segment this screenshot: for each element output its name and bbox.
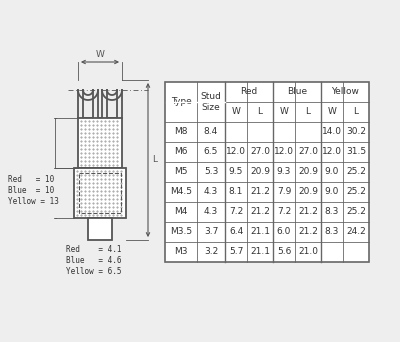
Text: Type: Type <box>171 97 191 106</box>
Text: 20.9: 20.9 <box>298 168 318 176</box>
Text: 6.0: 6.0 <box>277 227 291 237</box>
Text: 9.3: 9.3 <box>277 168 291 176</box>
Bar <box>165 82 369 262</box>
Text: 3.2: 3.2 <box>204 248 218 256</box>
Text: W: W <box>328 107 336 117</box>
Text: 30.2: 30.2 <box>346 128 366 136</box>
Text: 24.2: 24.2 <box>346 227 366 237</box>
Text: 7.2: 7.2 <box>229 208 243 216</box>
Text: 8.3: 8.3 <box>325 227 339 237</box>
Text: 21.2: 21.2 <box>298 208 318 216</box>
Text: 6.5: 6.5 <box>204 147 218 157</box>
Text: 8.1: 8.1 <box>229 187 243 197</box>
Text: 8.3: 8.3 <box>325 208 339 216</box>
Text: 9.0: 9.0 <box>325 168 339 176</box>
Text: M3: M3 <box>174 248 188 256</box>
Text: Red    = 4.1: Red = 4.1 <box>66 245 122 254</box>
Text: Yellow: Yellow <box>331 88 359 96</box>
Bar <box>78 118 122 168</box>
Text: W: W <box>232 107 240 117</box>
Text: 5.3: 5.3 <box>204 168 218 176</box>
Text: 20.9: 20.9 <box>250 168 270 176</box>
Text: Yellow = 6.5: Yellow = 6.5 <box>66 267 122 276</box>
Text: Yellow = 13: Yellow = 13 <box>8 197 59 206</box>
Text: 27.0: 27.0 <box>298 147 318 157</box>
Text: M4: M4 <box>174 208 188 216</box>
Text: Blue   = 4.6: Blue = 4.6 <box>66 256 122 265</box>
Bar <box>88 218 112 240</box>
Text: Red   = 10: Red = 10 <box>8 175 54 184</box>
Text: W: W <box>96 50 104 59</box>
Text: L: L <box>306 107 310 117</box>
Text: 9.0: 9.0 <box>325 187 339 197</box>
Text: 5.6: 5.6 <box>277 248 291 256</box>
Text: 21.2: 21.2 <box>250 208 270 216</box>
Text: Blue: Blue <box>287 88 307 96</box>
Text: 8.4: 8.4 <box>204 128 218 136</box>
Text: 21.0: 21.0 <box>298 248 318 256</box>
Text: M8: M8 <box>174 128 188 136</box>
Text: 9.5: 9.5 <box>229 168 243 176</box>
Text: M3.5: M3.5 <box>170 227 192 237</box>
Text: 25.2: 25.2 <box>346 168 366 176</box>
Text: 12.0: 12.0 <box>322 147 342 157</box>
Text: 31.5: 31.5 <box>346 147 366 157</box>
Text: 20.9: 20.9 <box>298 187 318 197</box>
Text: 4.3: 4.3 <box>204 187 218 197</box>
Text: 21.2: 21.2 <box>250 187 270 197</box>
Text: Red: Red <box>240 88 258 96</box>
Text: 12.0: 12.0 <box>274 147 294 157</box>
Text: 27.0: 27.0 <box>250 147 270 157</box>
Text: 21.1: 21.1 <box>250 227 270 237</box>
Text: 25.2: 25.2 <box>346 187 366 197</box>
Text: 25.2: 25.2 <box>346 208 366 216</box>
Text: Blue  = 10: Blue = 10 <box>8 186 54 195</box>
Text: 3.7: 3.7 <box>204 227 218 237</box>
Text: M4.5: M4.5 <box>170 187 192 197</box>
Text: W: W <box>280 107 288 117</box>
Text: 7.2: 7.2 <box>277 208 291 216</box>
Text: 21.2: 21.2 <box>298 227 318 237</box>
Text: 5.7: 5.7 <box>229 248 243 256</box>
Text: 4.3: 4.3 <box>204 208 218 216</box>
Text: M6: M6 <box>174 147 188 157</box>
Bar <box>79 173 121 213</box>
Text: L: L <box>258 107 262 117</box>
Text: 14.0: 14.0 <box>322 128 342 136</box>
Text: Stud
Size: Stud Size <box>200 92 222 112</box>
Bar <box>74 168 126 218</box>
Text: M5: M5 <box>174 168 188 176</box>
Text: 6.4: 6.4 <box>229 227 243 237</box>
Text: L: L <box>152 156 157 165</box>
Text: L: L <box>354 107 358 117</box>
Text: 12.0: 12.0 <box>226 147 246 157</box>
Text: 7.9: 7.9 <box>277 187 291 197</box>
Text: 21.1: 21.1 <box>250 248 270 256</box>
